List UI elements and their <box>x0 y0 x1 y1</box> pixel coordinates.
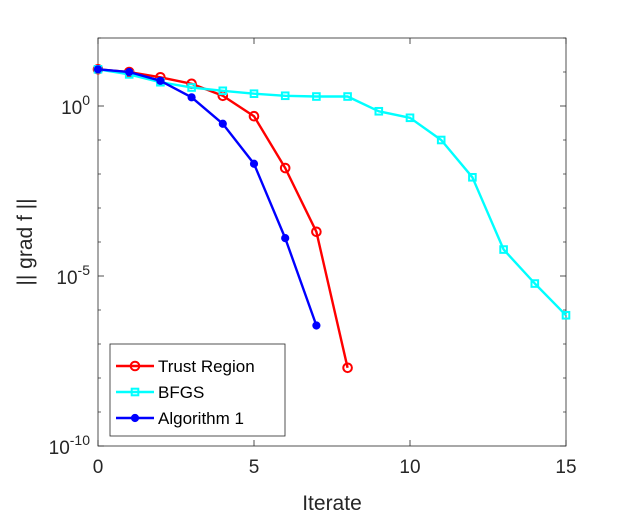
series-line <box>97 68 318 326</box>
x-tick-label: 0 <box>93 457 104 478</box>
data-point <box>436 135 446 145</box>
data-point <box>187 93 196 102</box>
data-point <box>405 113 415 123</box>
legend: Trust Region BFGS Algorithm 1 <box>109 343 286 437</box>
data-point <box>342 362 353 374</box>
y-tick-mantissa: 10 <box>49 438 70 459</box>
y-tick-exponent: -10 <box>70 432 90 448</box>
data-point <box>130 387 140 397</box>
legend-item: BFGS <box>116 383 204 402</box>
y-tick-exponent: -5 <box>78 262 91 278</box>
y-tick-exponent: 0 <box>82 92 90 108</box>
data-point <box>129 360 141 372</box>
y-tick-label: 10-5 <box>56 262 90 289</box>
data-point <box>530 279 540 288</box>
data-point <box>125 67 134 77</box>
data-point <box>218 119 227 128</box>
x-tick-label: 15 <box>555 457 576 478</box>
data-point <box>312 321 321 330</box>
y-tick-mantissa: 10 <box>56 268 77 289</box>
data-point <box>218 86 228 96</box>
y-tick-label: 100 <box>61 92 90 119</box>
y-tick-mantissa: 10 <box>61 98 82 119</box>
data-point <box>561 310 571 320</box>
series-layer <box>92 64 571 374</box>
data-point <box>374 106 384 116</box>
data-point <box>468 172 477 182</box>
data-point <box>130 413 140 423</box>
x-tick-label: 10 <box>399 457 420 478</box>
data-point <box>280 91 290 101</box>
data-point <box>249 159 259 168</box>
series-line <box>97 68 567 317</box>
series-algorithm-1 <box>93 65 321 330</box>
data-point <box>281 234 290 243</box>
data-point <box>248 110 260 122</box>
legend-item: Trust Region <box>116 357 255 376</box>
data-point <box>343 92 352 101</box>
y-axis-label: || grad f || <box>14 198 37 285</box>
data-point <box>499 245 508 254</box>
y-tick-label: 10-10 <box>49 432 91 459</box>
legend-label: Algorithm 1 <box>158 409 244 428</box>
data-point <box>156 76 165 85</box>
data-point <box>311 226 322 238</box>
legend-label: BFGS <box>158 383 204 402</box>
data-point <box>93 65 103 74</box>
legend-label: Trust Region <box>158 357 255 376</box>
data-point <box>279 162 291 174</box>
data-point <box>249 89 259 99</box>
legend-item: Algorithm 1 <box>116 409 244 428</box>
data-point <box>187 83 196 92</box>
x-tick-label: 5 <box>249 457 260 478</box>
data-point <box>312 92 321 101</box>
x-axis-label: Iterate <box>302 492 362 515</box>
